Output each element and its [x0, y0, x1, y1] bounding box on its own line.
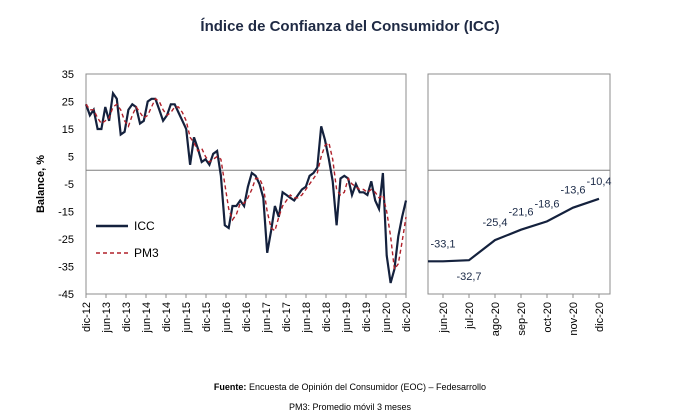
data-label: -10,4 — [586, 176, 611, 188]
x-tick-label: jun-14 — [141, 302, 153, 334]
x-tick-label: ago-20 — [490, 302, 502, 336]
y-tick-label: 5 — [68, 152, 74, 164]
x-tick-label: nov-20 — [568, 302, 580, 336]
x-tick-label: dic-19 — [361, 302, 373, 332]
x-tick-label: jun-17 — [261, 302, 273, 334]
data-label: -25,4 — [482, 217, 507, 229]
data-label: -33,1 — [430, 238, 455, 250]
data-label: -21,6 — [508, 207, 533, 219]
x-tick-label: dic-17 — [281, 302, 293, 332]
y-tick-label: 15 — [62, 124, 74, 136]
left-plot-frame — [85, 73, 407, 295]
x-tick-label: dic-20 — [594, 302, 606, 332]
x-tick-label: jun-13 — [101, 302, 113, 334]
x-tick-label: jun-15 — [181, 302, 193, 334]
x-tick-label: jun-20 — [438, 302, 450, 334]
data-label: -32,7 — [456, 271, 481, 283]
series-line-icc-recent — [428, 197, 600, 263]
panel-left: 35 25 15 5 -5 -15 -25 -35 -45 Balance, % dic-12 jun… — [35, 69, 413, 334]
source-note: Fuente: Encuesta de Opinión del Consumid… — [0, 382, 700, 392]
series-line-pm3 — [85, 97, 407, 272]
x-tick-label: jun-18 — [301, 302, 313, 334]
legend-label-pm3: PM3 — [134, 246, 159, 260]
y-tick-label: -15 — [58, 207, 74, 219]
x-tick-label: dic-12 — [81, 302, 93, 332]
x-tick-label: dic-13 — [121, 302, 133, 332]
x-tick-label: jun-19 — [341, 302, 353, 334]
x-tick-label: jun-20 — [381, 302, 393, 334]
data-label: -18,6 — [534, 198, 559, 210]
x-tick-label: sep-20 — [516, 302, 528, 336]
chart-title: Índice de Confianza del Consumidor (ICC) — [200, 18, 500, 35]
x-tick-label: oct-20 — [542, 302, 554, 333]
x-tick-label: dic-20 — [401, 302, 413, 332]
y-tick-label: -25 — [58, 234, 74, 246]
y-tick-label: 35 — [62, 69, 74, 81]
source-label: Fuente: — [213, 382, 247, 392]
x-tick-label: dic-16 — [241, 302, 253, 332]
data-label: -13,6 — [560, 185, 585, 197]
x-tick-label: dic-15 — [201, 302, 213, 332]
y-tick-label: 25 — [62, 97, 74, 109]
legend-label-icc: ICC — [134, 219, 155, 233]
legend: ICC PM3 — [96, 219, 159, 260]
pm3-note: PM3: Promedio móvil 3 meses — [288, 402, 412, 412]
series-line-icc — [84, 90, 408, 284]
y-tick-label: -45 — [58, 289, 74, 301]
source-text: Encuesta de Opinión del Consumidor (EOC)… — [248, 382, 487, 392]
right-plot-frame — [427, 73, 611, 295]
x-tick-label: jul-20 — [464, 302, 476, 330]
x-tick-label: jun-16 — [221, 302, 233, 334]
y-tick-label: -35 — [58, 262, 74, 274]
x-tick-label: dic-18 — [321, 302, 333, 332]
y-axis-label: Balance, % — [35, 155, 47, 213]
panel-right: jun-20 jul-20 ago-20 sep-20 oct-20 nov-20 dic-… — [427, 73, 612, 336]
y-tick-label: -5 — [64, 179, 74, 191]
x-tick-label: dic-14 — [161, 302, 173, 332]
